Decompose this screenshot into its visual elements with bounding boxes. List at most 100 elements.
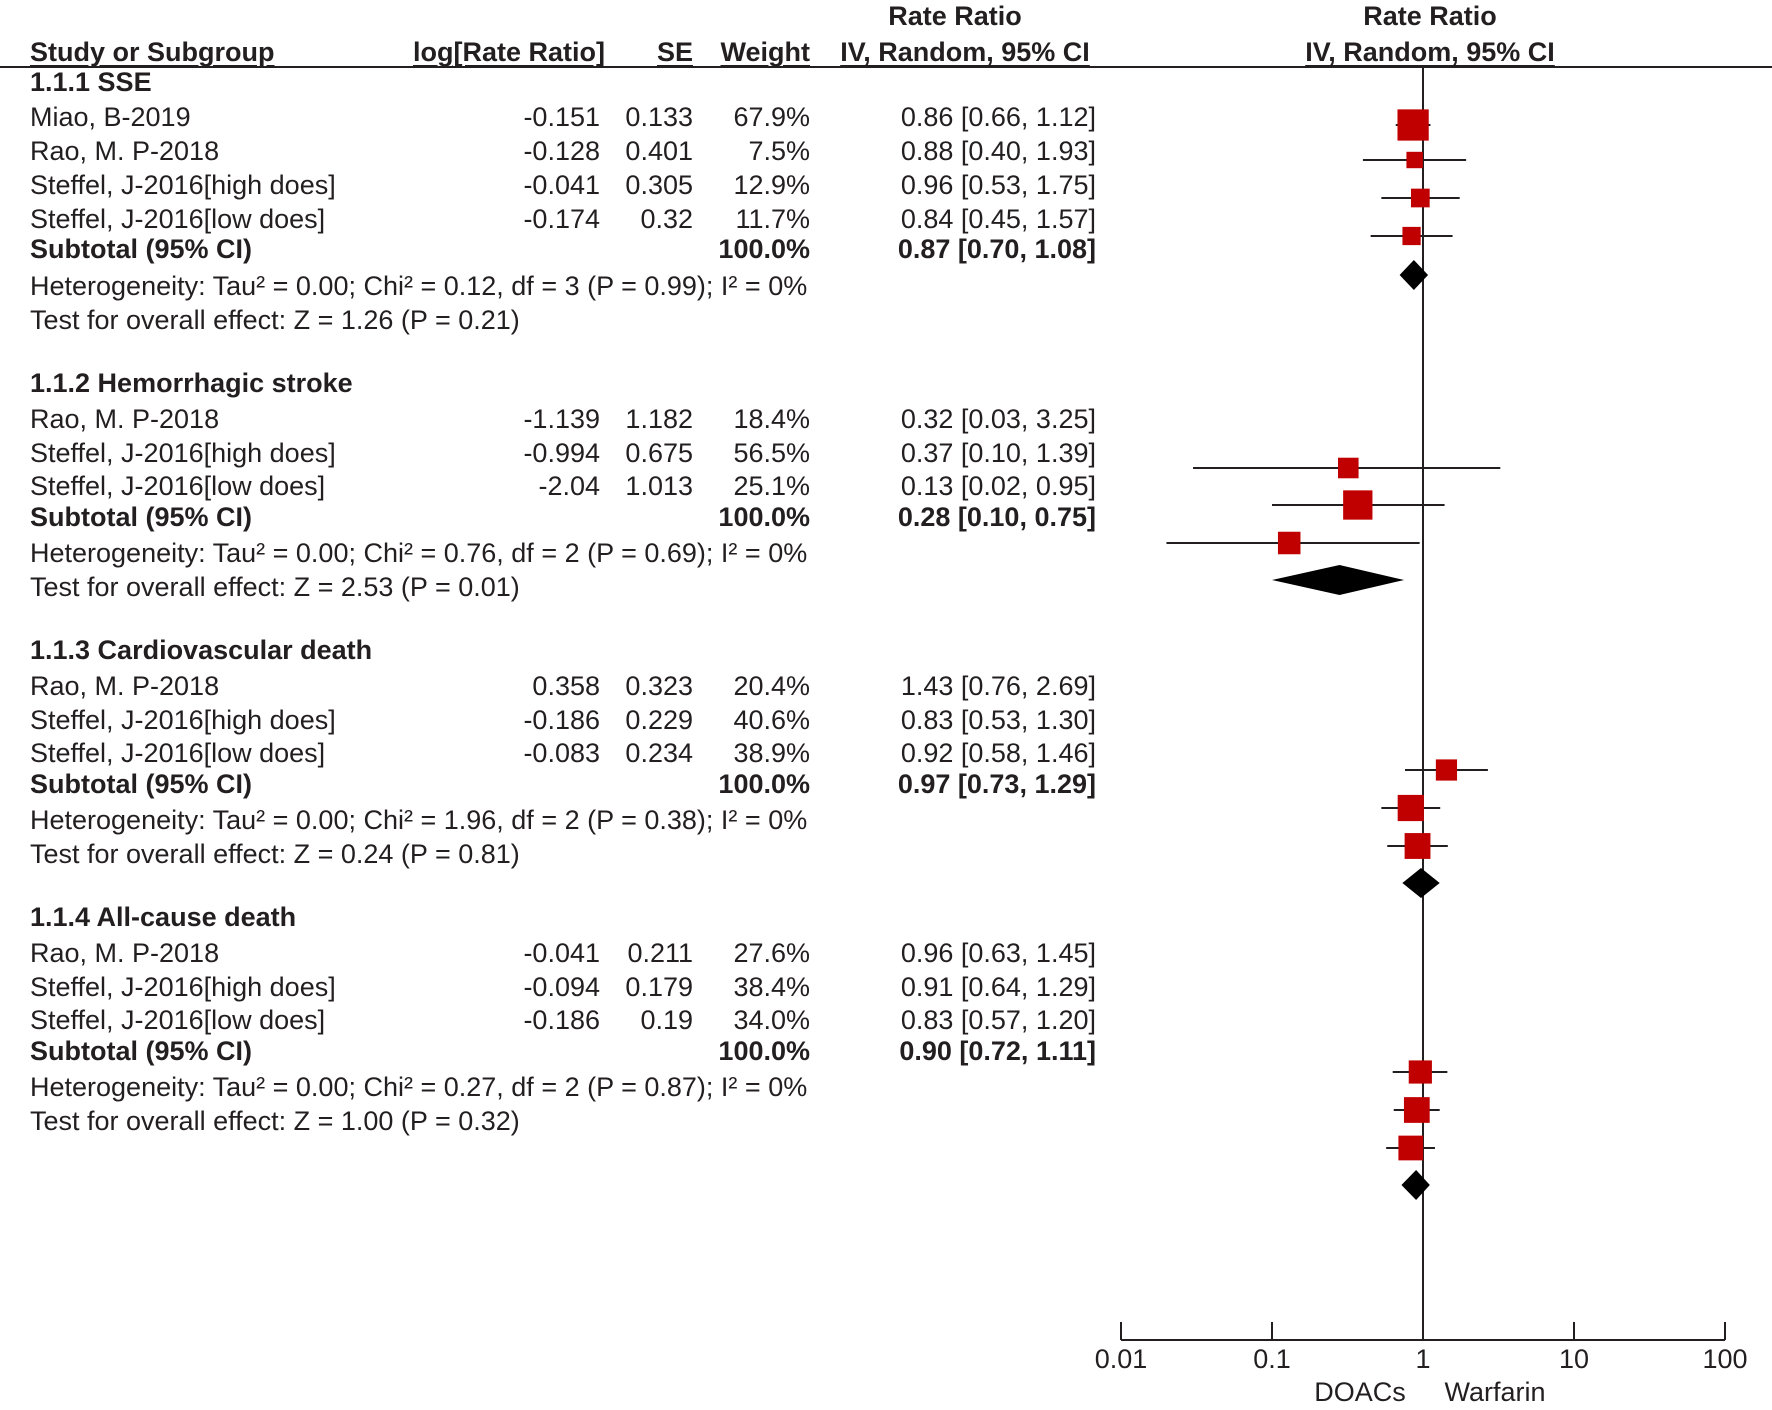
study-ci-text: 0.96 [0.63, 1.45] [900, 938, 1096, 968]
favours-left-label: DOACs [1314, 1377, 1406, 1407]
study-se: 0.401 [625, 136, 693, 166]
subtotal-label: Subtotal (95% CI) [30, 1036, 253, 1066]
study-weight: 38.9% [733, 738, 810, 768]
study-log-rr: -0.094 [523, 972, 600, 1002]
study-name: Steffel, J-2016[high does] [30, 705, 336, 735]
subtotal-label: Subtotal (95% CI) [30, 769, 253, 799]
study-marker [1406, 151, 1423, 169]
study-ci-text: 0.84 [0.45, 1.57] [900, 204, 1096, 234]
study-weight: 25.1% [733, 471, 810, 501]
subtotal-diamond [1401, 1170, 1430, 1200]
study-se: 0.234 [625, 738, 693, 768]
study-marker [1337, 457, 1359, 479]
study-name: Rao, M. P-2018 [30, 404, 220, 434]
overall-effect-text: Test for overall effect: Z = 2.53 (P = 0… [30, 572, 520, 602]
study-marker [1343, 490, 1373, 520]
study-se: 0.323 [625, 671, 693, 701]
study-name: Steffel, J-2016[low does] [30, 471, 326, 501]
overall-effect-text: Test for overall effect: Z = 1.26 (P = 0… [30, 305, 520, 335]
study-name: Steffel, J-2016[high does] [30, 438, 336, 468]
study-ci-text: 0.37 [0.10, 1.39] [900, 438, 1096, 468]
overall-effect-text: Test for overall effect: Z = 1.00 (P = 0… [30, 1106, 520, 1136]
study-marker [1408, 1060, 1432, 1084]
axis-tick-label: 0.1 [1253, 1344, 1291, 1374]
study-ci-text: 0.83 [0.53, 1.30] [900, 705, 1096, 735]
study-ci-text: 0.91 [0.64, 1.29] [900, 972, 1096, 1002]
study-weight: 7.5% [748, 136, 810, 166]
study-weight: 12.9% [733, 170, 810, 200]
study-se: 0.229 [625, 705, 693, 735]
subgroup-title: 1.1.1 SSE [30, 67, 152, 97]
subtotal-diamond [1402, 868, 1440, 898]
study-name: Steffel, J-2016[low does] [30, 738, 326, 768]
study-marker [1410, 188, 1430, 208]
subgroup-title: 1.1.4 All-cause death [30, 902, 297, 932]
study-se: 0.179 [625, 972, 693, 1002]
study-marker [1402, 226, 1421, 246]
study-weight: 18.4% [733, 404, 810, 434]
study-marker [1397, 794, 1424, 822]
study-log-rr: -0.128 [523, 136, 600, 166]
study-log-rr: -0.174 [523, 204, 600, 234]
study-weight: 38.4% [733, 972, 810, 1002]
header-rr-title: Rate Ratio [888, 1, 1022, 31]
header-log-col: log[Rate Ratio] [413, 37, 605, 67]
study-log-rr: -0.041 [523, 938, 600, 968]
study-marker [1277, 531, 1301, 555]
subtotal-label: Subtotal (95% CI) [30, 234, 253, 264]
study-ci-text: 0.32 [0.03, 3.25] [900, 404, 1096, 434]
subgroup-title: 1.1.2 Hemorrhagic stroke [30, 368, 353, 398]
study-weight: 11.7% [735, 204, 810, 234]
subtotal-ci-text: 0.87 [0.70, 1.08] [897, 234, 1096, 264]
subtotal-weight: 100.0% [718, 234, 810, 264]
study-name: Steffel, J-2016[low does] [30, 204, 326, 234]
study-log-rr: -0.151 [523, 102, 600, 132]
axis-tick-label: 0.01 [1094, 1344, 1148, 1374]
study-ci-text: 0.88 [0.40, 1.93] [900, 136, 1096, 166]
header-weight-col: Weight [720, 37, 811, 67]
study-name: Steffel, J-2016[low does] [30, 1005, 326, 1035]
study-weight: 27.6% [733, 938, 810, 968]
header-plot-title: Rate Ratio [1363, 1, 1497, 31]
study-ci-text: 0.13 [0.02, 0.95] [900, 471, 1096, 501]
study-se: 0.133 [625, 102, 693, 132]
study-weight: 56.5% [733, 438, 810, 468]
study-weight: 40.6% [733, 705, 810, 735]
study-log-rr: -0.186 [523, 705, 600, 735]
study-name: Steffel, J-2016[high does] [30, 972, 336, 1002]
header-se-col: SE [656, 37, 693, 67]
study-ci-text: 0.96 [0.53, 1.75] [900, 170, 1096, 200]
study-se: 0.19 [640, 1005, 693, 1035]
study-se: 1.013 [625, 471, 693, 501]
subtotal-weight: 100.0% [718, 1036, 810, 1066]
study-weight: 67.9% [733, 102, 810, 132]
study-ci-text: 1.43 [0.76, 2.69] [900, 671, 1096, 701]
study-log-rr: -0.041 [523, 170, 600, 200]
study-ci-text: 0.83 [0.57, 1.20] [900, 1005, 1096, 1035]
subgroup-title: 1.1.3 Cardiovascular death [30, 635, 373, 665]
study-se: 0.305 [625, 170, 693, 200]
study-log-rr: -0.083 [523, 738, 600, 768]
heterogeneity-text: Heterogeneity: Tau² = 0.00; Chi² = 1.96,… [30, 805, 808, 835]
subtotal-diamond [1272, 565, 1405, 595]
study-log-rr: -0.994 [523, 438, 600, 468]
study-ci-text: 0.86 [0.66, 1.12] [900, 102, 1096, 132]
study-marker [1398, 1135, 1424, 1161]
study-log-rr: 0.358 [532, 671, 600, 701]
heterogeneity-text: Heterogeneity: Tau² = 0.00; Chi² = 0.12,… [30, 271, 808, 301]
header-study-col: Study or Subgroup [30, 37, 275, 67]
study-ci-text: 0.92 [0.58, 1.46] [900, 738, 1096, 768]
favours-right-label: Warfarin [1444, 1377, 1546, 1407]
study-marker [1397, 109, 1429, 141]
subtotal-label: Subtotal (95% CI) [30, 502, 253, 532]
study-name: Rao, M. P-2018 [30, 671, 220, 701]
subtotal-diamond [1399, 260, 1429, 290]
study-se: 0.211 [627, 938, 693, 968]
study-marker [1435, 759, 1458, 781]
study-name: Rao, M. P-2018 [30, 136, 220, 166]
subtotal-ci-text: 0.97 [0.73, 1.29] [897, 769, 1096, 799]
study-name: Steffel, J-2016[high does] [30, 170, 336, 200]
header-plot-method: IV, Random, 95% CI [1305, 37, 1555, 67]
study-se: 0.675 [625, 438, 693, 468]
